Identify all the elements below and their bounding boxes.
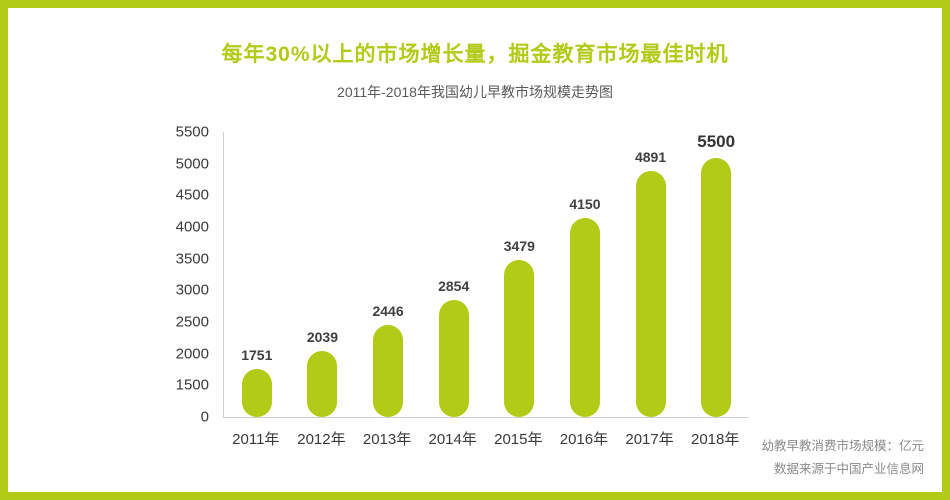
page-title: 每年30%以上的市场增长量，掘金教育市场最佳时机 <box>221 43 729 66</box>
bar-value-label: 1751 <box>241 347 273 364</box>
x-tick-label: 2015年 <box>494 431 543 448</box>
x-tick-label: 2017年 <box>625 431 674 448</box>
bar-value-label: 2854 <box>438 277 470 294</box>
bar-slot: 2446 <box>355 132 421 417</box>
bar-slot: 4891 <box>618 132 684 417</box>
bar-slot: 1751 <box>224 132 290 417</box>
footnotes: 幼教早教消费市场规模：亿元 数据来源于中国产业信息网 <box>761 435 924 483</box>
bar-slot: 4150 <box>552 132 618 417</box>
y-tick-label: 1500 <box>175 376 209 394</box>
x-tick-label: 2016年 <box>559 431 609 448</box>
y-tick-label: 2000 <box>175 345 209 363</box>
bar <box>438 299 469 417</box>
x-axis: 2011年 2012年 2013年 2014年 2015年 2016年 2017年 2018年 <box>223 428 748 449</box>
y-tick-label: 3000 <box>175 281 209 299</box>
chart-title: 2011年-2018年我国幼儿早教市场规模走势图 <box>337 84 613 100</box>
bar-value-label: 4150 <box>569 195 601 212</box>
bar <box>241 369 272 417</box>
bar-slot: 3479 <box>487 132 553 417</box>
bar <box>635 170 666 417</box>
x-tick-label: 2013年 <box>362 431 412 448</box>
bar <box>307 351 338 417</box>
x-tick-label: 2014年 <box>428 431 477 448</box>
y-tick-label: 5500 <box>175 123 209 141</box>
y-tick-label: 0 <box>200 408 209 426</box>
y-tick-label: 3500 <box>175 250 209 268</box>
bar-slot: 2854 <box>421 132 487 417</box>
bar <box>569 217 600 417</box>
bar-chart: 5500 5000 4500 4000 3500 3000 2500 2000 1500 0 17… <box>143 124 942 426</box>
bar <box>504 260 535 417</box>
bar <box>701 158 732 417</box>
bar-slot: 2039 <box>290 132 356 417</box>
plot-area: 1751 2039 2446 2854 3479 4150 4891 5500 <box>223 132 749 418</box>
bar-value-label: 2039 <box>306 329 339 346</box>
footnote-unit: 幼教早教消费市场规模：亿元 <box>761 438 924 453</box>
bar-value-label: 2446 <box>372 303 404 320</box>
x-tick-label: 2011年 <box>232 431 280 448</box>
bar-value-label: 5500 <box>697 132 736 151</box>
y-axis: 5500 5000 4500 4000 3500 3000 2500 2000 1500 0 <box>143 124 223 426</box>
bar-value-label: 3479 <box>503 238 535 254</box>
y-tick-label: 2500 <box>175 313 209 331</box>
y-tick-label: 4000 <box>175 218 209 236</box>
footnote-source: 数据来源于中国产业信息网 <box>773 462 924 477</box>
bar <box>373 325 404 417</box>
bar-value-label: 4891 <box>634 148 667 165</box>
bar-slot: 5500 <box>683 132 749 417</box>
x-tick-label: 2012年 <box>297 431 346 448</box>
x-tick-label: 2018年 <box>691 431 740 448</box>
y-tick-label: 4500 <box>175 186 209 204</box>
y-tick-label: 5000 <box>175 155 209 173</box>
